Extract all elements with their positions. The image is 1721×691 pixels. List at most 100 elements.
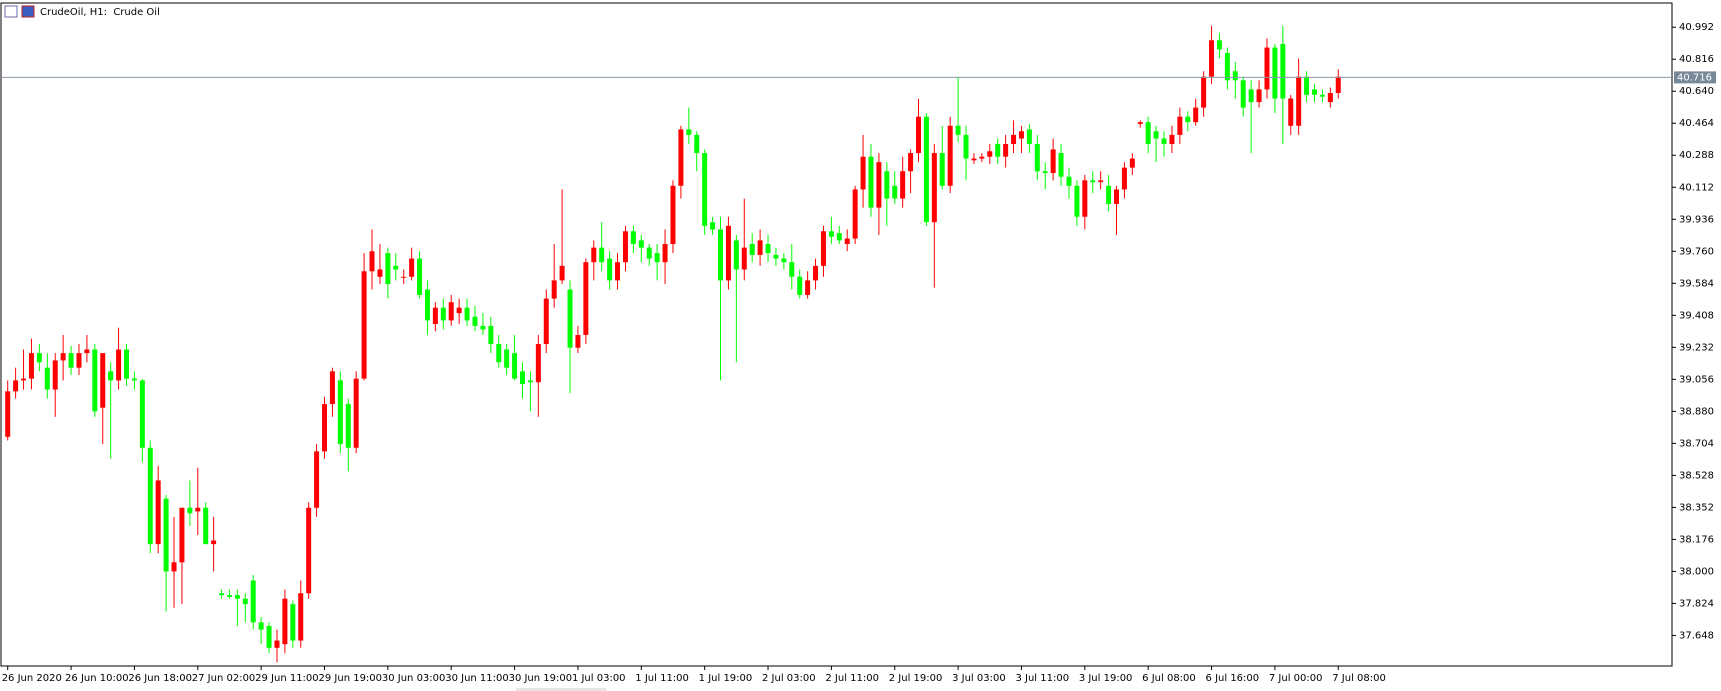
- candle-body: [282, 598, 288, 645]
- x-tick-label: 3 Jul 19:00: [1079, 673, 1133, 684]
- candle-body: [385, 253, 391, 285]
- y-tick-label: 37.824: [1679, 598, 1714, 609]
- candle-body: [345, 404, 351, 448]
- candle-body: [1193, 107, 1199, 123]
- candle-body: [583, 262, 589, 335]
- candle-body: [417, 258, 423, 295]
- x-tick-label: 1 Jul 03:00: [572, 673, 626, 684]
- candle-body: [710, 222, 716, 230]
- y-tick-label: 40.640: [1679, 86, 1714, 97]
- x-tick-label: 30 Jun 03:00: [382, 673, 446, 684]
- candle-body: [654, 253, 660, 263]
- candle-body: [448, 302, 454, 321]
- candle-body: [995, 143, 1001, 157]
- candle-body: [100, 353, 106, 408]
- candle-body: [234, 595, 240, 599]
- candle-body: [337, 380, 343, 445]
- candle-body: [52, 360, 58, 390]
- candle-body: [1137, 122, 1143, 124]
- candle-body: [852, 189, 858, 239]
- candle-body: [203, 507, 209, 545]
- candle-body: [702, 153, 708, 226]
- candle-body: [868, 156, 874, 208]
- candle-body: [567, 289, 573, 348]
- x-tick-label: 30 Jun 19:00: [509, 673, 573, 684]
- x-tick-label: 26 Jun 10:00: [65, 673, 129, 684]
- last-price-label: 40.716: [1677, 72, 1712, 83]
- candle-body: [908, 153, 914, 172]
- y-tick-label: 40.464: [1679, 118, 1714, 129]
- candle-body: [1066, 176, 1072, 186]
- candle-body: [638, 240, 644, 248]
- candle-body: [1240, 80, 1246, 108]
- x-tick-label: 2 Jul 11:00: [825, 673, 879, 684]
- candle-body: [1264, 47, 1270, 90]
- x-tick-label: 7 Jul 08:00: [1332, 673, 1386, 684]
- candle-body: [512, 353, 518, 379]
- candle-body: [551, 280, 557, 299]
- candle-body: [1090, 180, 1096, 183]
- candle-body: [630, 231, 636, 245]
- candle-body: [480, 325, 486, 330]
- y-tick-label: 39.760: [1679, 246, 1714, 257]
- candle-body: [432, 307, 438, 325]
- candle-body: [1280, 43, 1286, 99]
- candle-body: [314, 451, 320, 508]
- candle-body: [844, 238, 850, 245]
- candle-body: [805, 280, 811, 295]
- candle-body: [670, 185, 676, 245]
- candle-body: [409, 258, 415, 277]
- candle-body: [401, 276, 407, 278]
- candle-body: [36, 353, 42, 363]
- y-tick-label: 40.816: [1679, 54, 1714, 65]
- y-tick-label: 40.112: [1679, 182, 1714, 193]
- candle-body: [813, 265, 819, 281]
- candle-body: [1288, 98, 1294, 126]
- candle-body: [678, 129, 684, 186]
- candle-body: [1161, 138, 1167, 144]
- candle-body: [171, 562, 177, 572]
- candle-body: [250, 580, 256, 623]
- candle-body: [5, 391, 11, 437]
- candle-body: [971, 158, 977, 161]
- candle-body: [1114, 189, 1119, 204]
- candle-body: [60, 353, 66, 361]
- last-price-box: [1674, 71, 1716, 84]
- candle-body: [884, 171, 890, 199]
- candle-body: [424, 289, 430, 321]
- candle-body: [789, 262, 795, 277]
- x-tick-label: 3 Jul 11:00: [1015, 673, 1069, 684]
- candle-body: [1312, 89, 1317, 95]
- candle-body: [591, 247, 597, 263]
- candle-body: [472, 316, 478, 326]
- y-tick-label: 38.704: [1679, 438, 1714, 449]
- candle-body: [1153, 131, 1159, 139]
- candle-body: [718, 229, 723, 281]
- candle-body: [1248, 89, 1254, 103]
- candle-body: [92, 349, 98, 412]
- y-tick-label: 38.000: [1679, 566, 1714, 577]
- candle-body: [1185, 116, 1191, 123]
- candle-body: [322, 404, 327, 452]
- candle-body: [84, 349, 90, 354]
- y-tick-label: 38.352: [1679, 502, 1714, 513]
- candle-body: [773, 254, 779, 259]
- candle-body: [1082, 180, 1088, 217]
- candle-body: [543, 298, 549, 345]
- candle-body: [329, 371, 335, 405]
- candle-body: [1232, 71, 1238, 81]
- candle-body: [76, 353, 82, 368]
- candle-body: [361, 271, 367, 379]
- candle-body: [615, 262, 621, 281]
- candle-body: [955, 125, 961, 135]
- x-tick-label: 7 Jul 00:00: [1269, 673, 1323, 684]
- candle-body: [733, 240, 739, 270]
- x-tick-label: 30 Jun 11:00: [445, 673, 509, 684]
- candle-body: [1209, 40, 1215, 77]
- candle-body: [68, 353, 74, 368]
- candle-body: [947, 125, 953, 186]
- candle-body: [741, 247, 747, 270]
- candle-body: [1272, 47, 1278, 99]
- candle-body: [1106, 185, 1112, 204]
- candle-body: [1011, 134, 1017, 144]
